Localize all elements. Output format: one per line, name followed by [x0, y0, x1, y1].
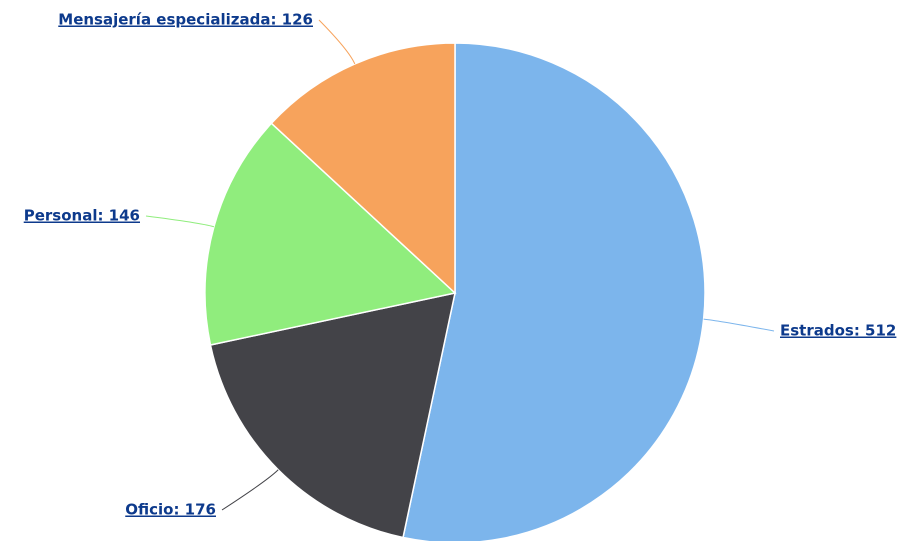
pie-slice[interactable]	[204, 122, 457, 346]
data-label[interactable]: Oficio: 176	[125, 501, 216, 519]
data-label[interactable]: Personal: 146	[24, 207, 140, 225]
data-label[interactable]: Estrados: 512	[780, 322, 896, 340]
connector	[221, 469, 279, 511]
pie-slice[interactable]	[402, 42, 706, 541]
data-label[interactable]: Mensajería especializada: 126	[58, 11, 313, 29]
connector	[318, 19, 356, 65]
connector	[145, 215, 215, 228]
connector	[703, 318, 775, 332]
